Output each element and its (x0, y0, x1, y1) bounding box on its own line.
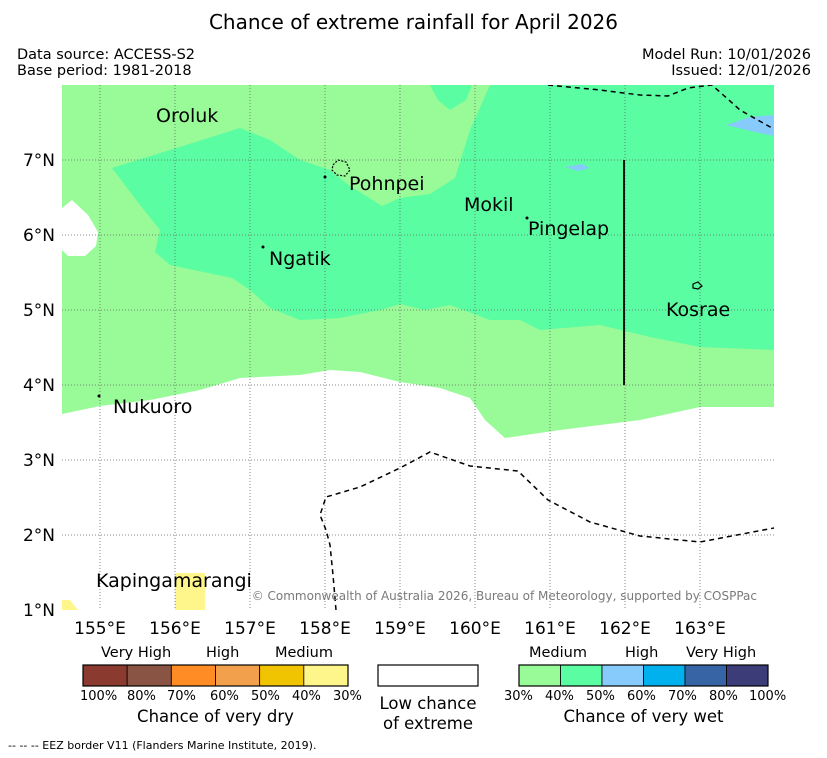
pohnpei-island (331, 159, 351, 177)
lon-tick: 156°E (149, 619, 201, 639)
label-ngatik: Ngatik (269, 248, 331, 270)
dry-tick: 100% (80, 689, 118, 704)
wet-legend (518, 664, 769, 687)
wet-swatch (726, 664, 769, 687)
lat-tick: 7°N (23, 151, 55, 171)
lat-tick: 3°N (23, 451, 55, 471)
lat-tick: 2°N (23, 526, 55, 546)
lat-tick: 1°N (23, 601, 55, 621)
base-period: Base period: 1981-2018 (17, 63, 192, 79)
lon-tick: 159°E (374, 619, 426, 639)
low-chance-patch-west (62, 200, 98, 256)
low-chance-line1: Low chance (379, 694, 477, 713)
lat-tick: 5°N (23, 301, 55, 321)
lon-tick: 155°E (74, 619, 126, 639)
lon-tick: 162°E (599, 619, 651, 639)
medium-dry-patch-south (175, 573, 205, 610)
label-mokil: Mokil (464, 194, 514, 216)
wet-caption: Chance of very wet (563, 707, 724, 726)
dry-level-high: High (206, 645, 240, 661)
dry-tick: 60% (210, 689, 239, 704)
lon-tick: 158°E (299, 619, 351, 639)
dry-tick: 40% (292, 689, 321, 704)
islands (97, 159, 703, 398)
medium-wet-patch-north (430, 85, 472, 110)
lat-tick: 4°N (23, 376, 55, 396)
wet-level-very-high: Very High (686, 645, 757, 661)
wet-swatch (560, 664, 603, 687)
wet-tick: 70% (668, 689, 697, 704)
dry-swatch (215, 664, 261, 687)
label-pingelap: Pingelap (528, 218, 609, 240)
dry-tick: 80% (127, 689, 156, 704)
ngatik-islet (261, 245, 265, 249)
dry-swatch (303, 664, 349, 687)
issued-date: Issued: 12/01/2026 (671, 63, 811, 79)
label-kapingamarangi: Kapingamarangi (96, 570, 252, 592)
wet-tick: 40% (545, 689, 574, 704)
label-kosrae: Kosrae (666, 299, 730, 321)
islet-pohnpei-west (323, 175, 327, 179)
copyright-notice: © Commonwealth of Australia 2026, Bureau… (252, 589, 757, 603)
wet-tick: 50% (586, 689, 615, 704)
wet-tick: 80% (709, 689, 738, 704)
low-chance-swatch (377, 664, 479, 687)
medium-wet-40-region (112, 85, 774, 350)
graticule (62, 85, 774, 610)
medium-dry-patch-corner (62, 600, 78, 610)
lat-axis: 7°N 6°N 5°N 4°N 3°N 2°N 1°N (23, 151, 55, 621)
wet-level-high: High (625, 645, 659, 661)
lon-tick: 161°E (524, 619, 576, 639)
dry-tick: 50% (251, 689, 280, 704)
pingelap-islet (525, 216, 529, 220)
dry-swatch (126, 664, 172, 687)
kosrae-island (692, 281, 703, 290)
wet-swatch (601, 664, 644, 687)
label-oroluk: Oroluk (156, 105, 218, 127)
model-run: Model Run: 10/01/2026 (641, 47, 811, 63)
wet-swatch (643, 664, 686, 687)
dry-tick: 30% (333, 689, 362, 704)
map-plot-area: Oroluk Pohnpei Mokil Pingelap Ngatik Kos… (62, 85, 774, 610)
lon-axis: 155°E 156°E 157°E 158°E 159°E 160°E 161°… (74, 619, 726, 639)
wet-tick: 60% (627, 689, 656, 704)
wet-tick: 100% (749, 689, 787, 704)
high-wet-patch-east (726, 115, 774, 136)
label-nukuoro: Nukuoro (113, 396, 192, 418)
low-chance-line2: of extreme (382, 714, 474, 733)
lat-tick: 6°N (23, 226, 55, 246)
eez-footnote: -- -- -- EEZ border V11 (Flanders Marine… (8, 739, 317, 752)
wet-swatch (684, 664, 727, 687)
dry-caption: Chance of very dry (137, 707, 294, 726)
dry-legend (82, 664, 349, 687)
lon-tick: 157°E (224, 619, 276, 639)
high-wet-patch-small (565, 164, 590, 171)
eez-border (319, 85, 774, 610)
dry-level-medium: Medium (275, 645, 333, 661)
dry-level-very-high: Very High (101, 645, 172, 661)
dry-swatch (82, 664, 128, 687)
lon-tick: 163°E (674, 619, 726, 639)
wet-level-medium: Medium (529, 645, 587, 661)
dry-tick: 70% (167, 689, 196, 704)
label-pohnpei: Pohnpei (349, 173, 425, 195)
dry-swatch (170, 664, 216, 687)
data-source: Data source: ACCESS-S2 (17, 47, 196, 63)
lon-tick: 160°E (449, 619, 501, 639)
dry-swatch (259, 664, 305, 687)
nukuoro-islet (97, 394, 101, 398)
wet-tick: 30% (504, 689, 533, 704)
wet-swatch (518, 664, 561, 687)
map-title: Chance of extreme rainfall for April 202… (208, 10, 619, 34)
